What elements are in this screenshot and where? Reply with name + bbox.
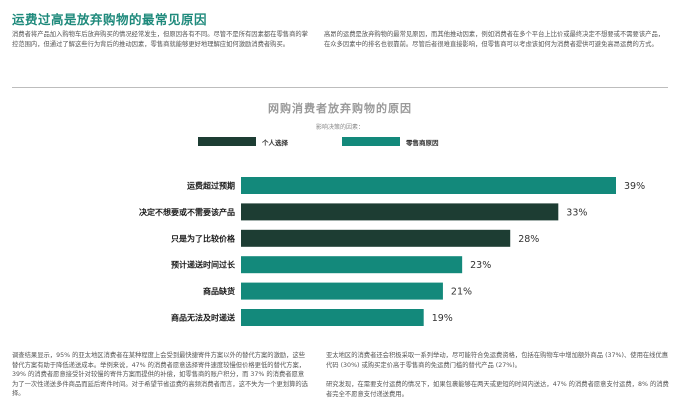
intro-left-paragraph: 消费者将产品加入购物车后放弃购买的情况经常发生，但原因各有不同。尽管不是所有因素… bbox=[12, 31, 308, 48]
category-label-1: 决定不想要或不需要该产品 bbox=[139, 207, 235, 217]
article-title: 运费过高是放弃购物的最常见原因 bbox=[12, 12, 208, 27]
category-label-0: 运费超过预期 bbox=[187, 181, 235, 191]
value-label-3: 23% bbox=[470, 260, 491, 271]
bar-3 bbox=[241, 256, 463, 274]
bar-0 bbox=[241, 177, 616, 194]
legend-item-retailer: 零售商原因 bbox=[342, 137, 439, 147]
value-label-0: 39% bbox=[624, 181, 645, 192]
value-label-1: 33% bbox=[566, 207, 587, 218]
value-label-4: 21% bbox=[451, 287, 472, 298]
bottom-right-paragraph-1: 亚太地区的消费者还会积极采取一系列举动，尽可能符合免运费资格，包括在购物车中增加… bbox=[326, 352, 669, 369]
legend-swatch-retailer bbox=[342, 137, 400, 146]
legend-item-personal: 个人选择 bbox=[198, 137, 288, 147]
category-label-3: 预计递送时间过长 bbox=[171, 260, 236, 270]
bar-5 bbox=[241, 309, 424, 326]
chart-title: 网购消费者放弃购物的原因 bbox=[268, 102, 412, 115]
bar-4 bbox=[241, 282, 443, 300]
category-label-5: 商品无法及时递送 bbox=[171, 313, 236, 323]
value-label-5: 19% bbox=[432, 313, 453, 324]
legend-label-retailer: 零售商原因 bbox=[406, 138, 439, 147]
legend-swatch-personal bbox=[198, 137, 256, 146]
legend-label-personal: 个人选择 bbox=[262, 138, 288, 147]
bar-2 bbox=[241, 229, 511, 247]
bottom-left-paragraph: 调查结果显示，95% 的亚太地区消费者在某种程度上会受到最快捷寄件方案以外的替代… bbox=[12, 352, 308, 397]
intro-right-paragraph: 高昂的运费是放弃购物的最常见原因，而其他推动因素，例如消费者在多个平台上比价或最… bbox=[324, 31, 665, 48]
bottom-right-paragraph-2: 研究发现，在需要支付运费的情况下，如果包裹能够在两天或更短的时间内送达，47% … bbox=[326, 381, 669, 398]
section-divider bbox=[12, 87, 668, 88]
legend-caption: 影响决策的因素： bbox=[315, 124, 364, 131]
bar-1 bbox=[241, 203, 559, 221]
value-label-2: 28% bbox=[518, 234, 539, 245]
category-label-4: 商品缺货 bbox=[203, 286, 235, 296]
category-label-2: 只是为了比较价格 bbox=[171, 233, 236, 243]
